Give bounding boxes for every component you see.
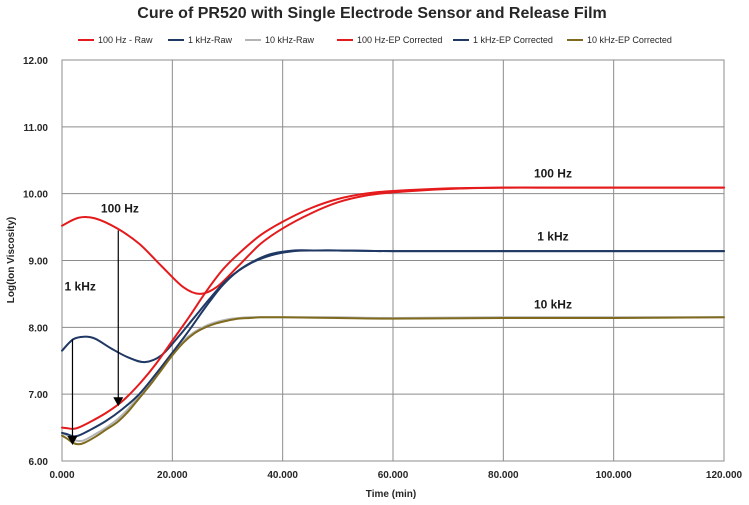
series-lines — [61, 186, 725, 446]
annotations: 100 Hz 1 kHz 10 kHz 100 Hz 1 kHz — [65, 167, 572, 445]
legend-label: 10 kHz-EP Corrected — [587, 35, 672, 45]
x-axis: 0.000 20.000 40.000 60.000 80.000 100.000 120.… — [49, 470, 742, 481]
y-tick-label: 6.00 — [29, 457, 49, 468]
x-tick-label: 60.000 — [378, 470, 409, 481]
y-axis: 6.00 7.00 8.00 9.00 10.00 11.00 12.00 — [23, 56, 48, 468]
plot-frame — [61, 59, 725, 462]
y-tick-label: 7.00 — [29, 390, 49, 401]
annotation-label: 100 Hz — [534, 167, 572, 181]
annotation-label: 1 kHz — [65, 280, 96, 294]
legend-label: 100 Hz - Raw — [98, 35, 153, 45]
annotation-arrow-head — [67, 435, 78, 445]
x-tick-label: 40.000 — [267, 470, 298, 481]
grid — [61, 59, 725, 462]
legend-label: 1 kHz-Raw — [188, 35, 233, 45]
y-tick-label: 10.00 — [23, 190, 48, 201]
x-tick-label: 100.000 — [596, 470, 633, 481]
annotation-label: 1 kHz — [537, 229, 568, 243]
y-tick-label: 8.00 — [29, 323, 49, 334]
series-line-5 — [61, 249, 725, 438]
y-tick-label: 12.00 — [23, 56, 48, 67]
legend-label: 1 kHz-EP Corrected — [473, 35, 553, 45]
x-axis-title: Time (min) — [366, 489, 416, 500]
legend-label: 100 Hz-EP Corrected — [357, 35, 442, 45]
legend-label: 10 kHz-Raw — [265, 35, 315, 45]
annotation-label: 10 kHz — [534, 298, 572, 312]
y-tick-label: 9.00 — [29, 257, 49, 268]
annotation-label: 100 Hz — [101, 201, 139, 215]
chart-title: Cure of PR520 with Single Electrode Sens… — [137, 5, 606, 22]
x-tick-label: 120.000 — [706, 470, 743, 481]
legend: 100 Hz - Raw 1 kHz-Raw 10 kHz-Raw 100 Hz-EP… — [78, 35, 672, 45]
x-tick-label: 0.000 — [49, 470, 74, 481]
series-line-6 — [61, 316, 725, 446]
annotation-arrow-head — [113, 397, 124, 407]
series-line-4 — [61, 186, 725, 430]
x-tick-label: 20.000 — [157, 470, 188, 481]
y-tick-label: 11.00 — [24, 123, 49, 134]
x-tick-label: 80.000 — [488, 470, 519, 481]
y-axis-title: Log(Ion Viscosity) — [6, 217, 17, 304]
